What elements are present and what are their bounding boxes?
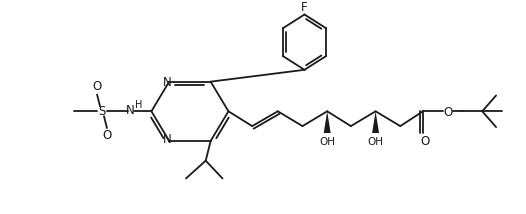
Text: N: N (163, 76, 171, 89)
Text: OH: OH (319, 137, 335, 147)
Text: S: S (98, 105, 106, 118)
Polygon shape (372, 111, 379, 133)
Text: O: O (420, 135, 430, 148)
Text: H: H (135, 100, 142, 110)
Polygon shape (323, 111, 331, 133)
Text: O: O (93, 80, 102, 93)
Text: O: O (103, 129, 112, 143)
Text: F: F (301, 1, 308, 14)
Text: OH: OH (368, 137, 383, 147)
Text: N: N (126, 104, 135, 117)
Text: N: N (163, 133, 171, 146)
Text: O: O (443, 106, 452, 119)
